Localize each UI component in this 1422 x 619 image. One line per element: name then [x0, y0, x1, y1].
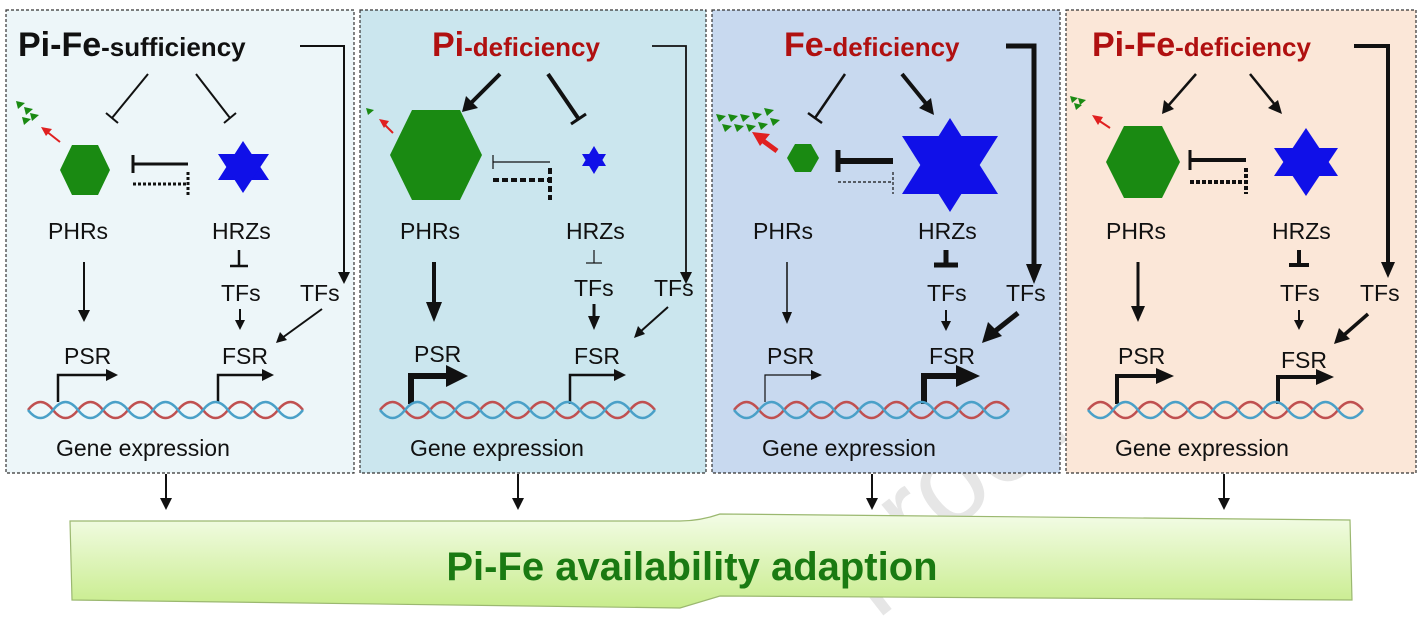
panel-to-banner-arrows	[160, 474, 1230, 510]
dna-strand-red	[27, 400, 304, 420]
fsr-label: FSR	[574, 343, 620, 369]
panel-fe-deficiency: Fe-deficiency PHRs HRZs TFs TFs PSR	[711, 9, 1061, 474]
tfs-inner-label: TFs	[1280, 280, 1320, 306]
hrzs-label: HRZs	[1272, 218, 1331, 244]
tfs-inner-label: TFs	[574, 275, 614, 301]
panel-title: Pi-Fe-deficiency	[1092, 26, 1311, 64]
phr-hexagon-icon	[390, 110, 482, 200]
tfs-outer-label: TFs	[300, 280, 340, 306]
panel-title: Pi-Fe-sufficiency	[18, 26, 246, 64]
psr-label: PSR	[1118, 343, 1165, 369]
gene-expression-label: Gene expression	[56, 435, 230, 461]
hrzs-label: HRZs	[566, 218, 625, 244]
signal-molecules-icon	[366, 108, 374, 115]
tfs-outer-label: TFs	[1360, 280, 1400, 306]
panel-background	[1065, 9, 1417, 474]
fsr-label: FSR	[222, 343, 268, 369]
phrs-label: PHRs	[1106, 218, 1166, 244]
inhibit-line	[111, 73, 149, 119]
fsr-label: FSR	[1281, 347, 1327, 373]
dna-strand-blue	[27, 400, 304, 420]
gene-expression-label: Gene expression	[1115, 435, 1289, 461]
banner-title: Pi-Fe availability adaption	[446, 545, 937, 589]
phrs-label: PHRs	[48, 218, 108, 244]
psr-label: PSR	[414, 341, 461, 367]
phr-hexagon-icon	[787, 144, 819, 172]
phrs-label: PHRs	[753, 218, 813, 244]
panel-pi-fe-sufficiency: Pi-Fe-sufficiency PHRs HRZs TFs TFs	[5, 9, 355, 474]
adaption-banner	[69, 513, 1353, 609]
psr-label: PSR	[767, 343, 814, 369]
hrzs-label: HRZs	[212, 218, 271, 244]
fsr-label: FSR	[929, 343, 975, 369]
psr-label: PSR	[64, 343, 111, 369]
panel-background	[5, 9, 355, 474]
panel-background	[359, 9, 707, 474]
gene-expression-label: Gene expression	[410, 435, 584, 461]
panel-pi-fe-deficiency: Pi-Fe-deficiency PHRs HRZs TFs TFs PSR	[1065, 9, 1417, 474]
phrs-label: PHRs	[400, 218, 460, 244]
hrzs-label: HRZs	[918, 218, 977, 244]
panel-background	[711, 9, 1061, 474]
tfs-outer-label: TFs	[654, 275, 694, 301]
panel-title: Fe-deficiency	[784, 26, 960, 64]
signal-molecules-icon	[16, 101, 39, 125]
tfs-outer-label: TFs	[1006, 280, 1046, 306]
long-arrow	[300, 45, 345, 274]
inhibit-line	[195, 73, 231, 119]
tfs-inner-label: TFs	[927, 280, 967, 306]
tfs-inner-label: TFs	[221, 280, 261, 306]
gene-expression-label: Gene expression	[762, 435, 936, 461]
signal-molecules-icon	[1070, 96, 1086, 110]
panel-pi-deficiency: Pi-deficiency PHRs HRZs TFs TFs PSR FSR	[359, 9, 707, 474]
panel-title: Pi-deficiency	[432, 26, 600, 64]
phr-hexagon-icon	[60, 145, 110, 195]
signal-molecules-icon	[716, 108, 780, 132]
phr-hexagon-icon	[1106, 126, 1180, 198]
